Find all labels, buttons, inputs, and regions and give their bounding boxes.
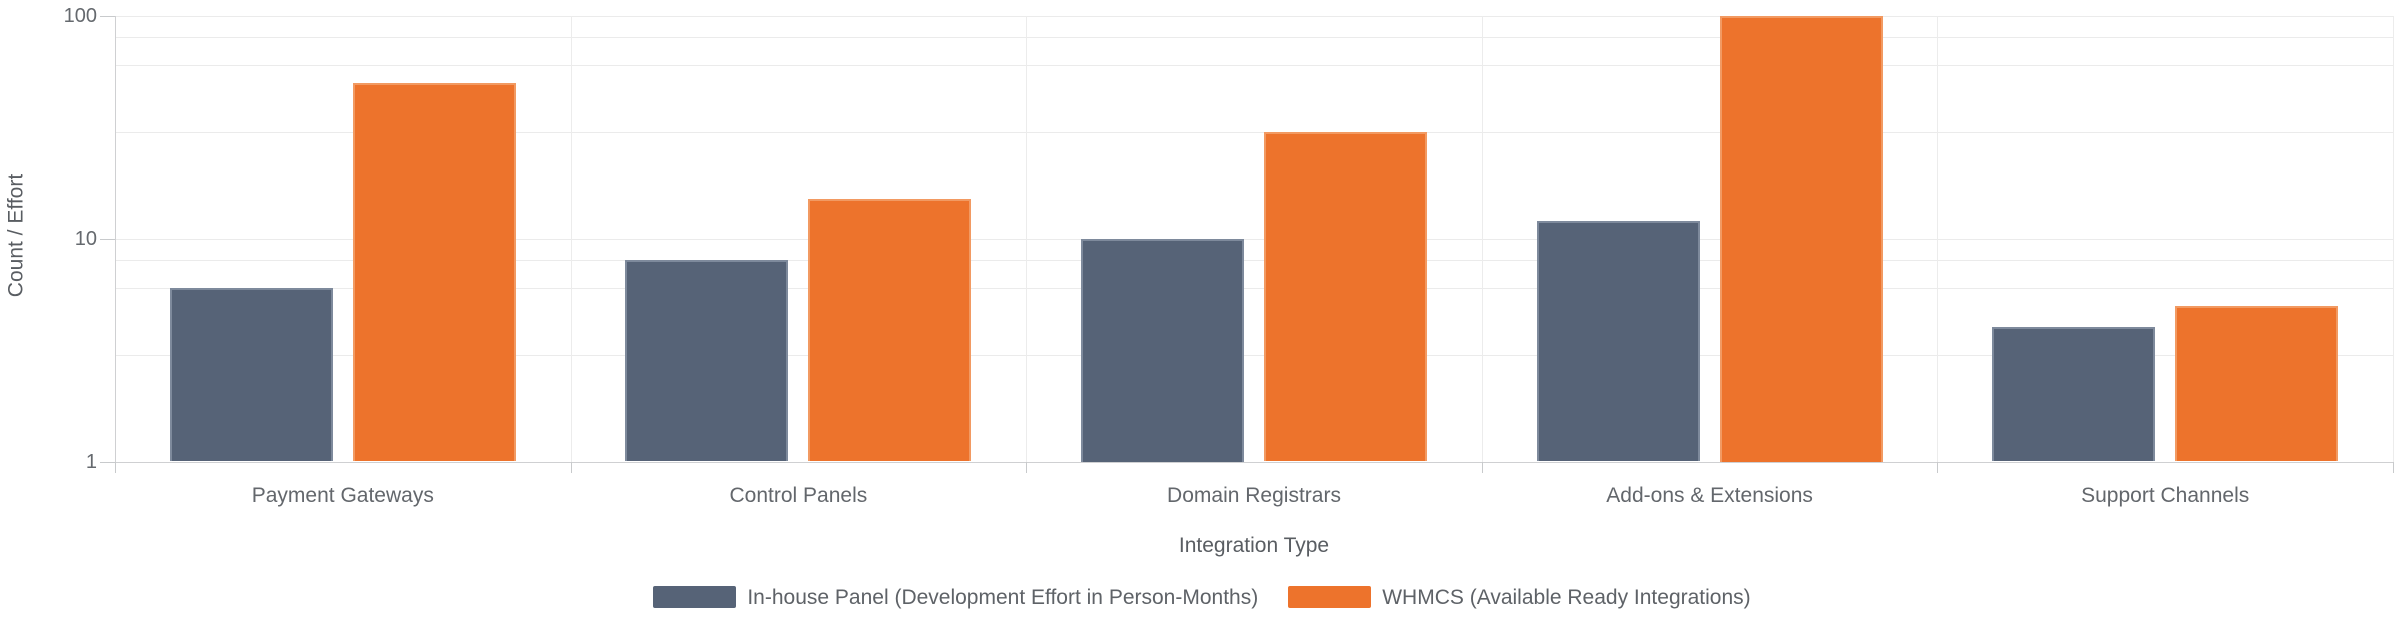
x-axis-title: Integration Type [1178,534,1330,557]
x-category-label: Add-ons & Extensions [1606,484,1813,507]
bar-whmcs-payment-gateways[interactable] [352,82,516,462]
x-category-label: Control Panels [729,484,868,507]
x-category-label: Payment Gateways [251,484,434,507]
y-axis-tick [100,15,115,17]
category-separator [1481,15,1483,462]
legend-label: WHMCS (Available Ready Integrations) [1382,585,1751,609]
bar-whmcs-control-panels[interactable] [808,199,972,462]
bar-inhouse-domain-registrars[interactable] [1081,238,1244,462]
x-axis-tick [2393,461,2394,473]
category-separator [1937,15,1939,462]
x-axis-tick [1026,461,1028,473]
category-separator [570,15,572,462]
y-gridline [115,132,2393,134]
y-gridline [115,355,2393,357]
legend-swatch [653,586,737,608]
x-axis-tick [1481,461,1483,473]
bar-inhouse-control-panels[interactable] [625,260,789,462]
legend-swatch [1288,586,1372,608]
y-axis-line [115,15,116,462]
y-tick-label: 100 [63,4,97,27]
x-axis-tick [570,461,572,473]
x-category-label: Support Channels [2081,484,2250,507]
y-gridline [115,287,2393,289]
bar-inhouse-support-channels[interactable] [1992,327,2156,462]
bar-whmcs-add-ons-extensions[interactable] [1719,15,1883,462]
bar-inhouse-add-ons-extensions[interactable] [1536,220,1700,462]
y-tick-label: 1 [85,450,97,473]
legend: In-house Panel (Development Effort in Pe… [0,586,2404,608]
y-gridline [115,238,2393,240]
x-category-label: Domain Registrars [1167,484,1341,507]
y-gridline [115,64,2393,66]
category-separator [1026,15,1028,462]
x-axis-line [115,461,2393,463]
y-gridline [115,15,2393,17]
bar-inhouse-payment-gateways[interactable] [169,287,333,462]
bar-whmcs-support-channels[interactable] [2175,305,2339,462]
legend-item-whmcs[interactable]: WHMCS (Available Ready Integrations) [1288,585,1751,609]
y-axis-tick [100,238,115,240]
y-tick-label: 10 [74,227,97,250]
x-axis-tick [115,461,116,473]
x-axis-tick [1937,461,1939,473]
legend-label: In-house Panel (Development Effort in Pe… [747,585,1259,609]
y-axis-tick [100,461,115,463]
y-gridline [115,37,2393,39]
bar-whmcs-domain-registrars[interactable] [1264,132,1427,462]
y-gridline [115,260,2393,262]
legend-item-inhouse[interactable]: In-house Panel (Development Effort in Pe… [653,586,1258,608]
category-separator [2393,15,2394,462]
